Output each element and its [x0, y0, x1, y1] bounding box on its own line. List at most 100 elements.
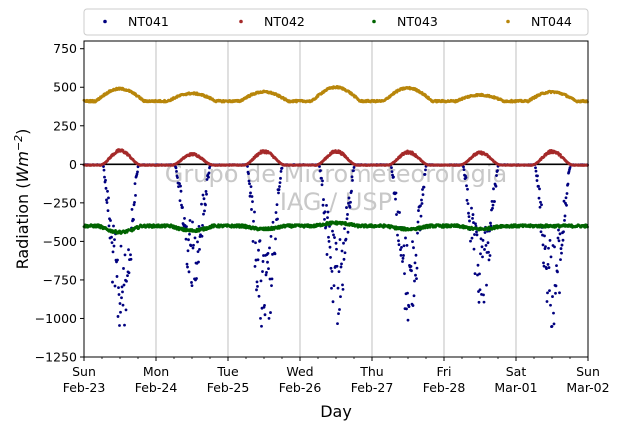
data-point: [336, 286, 340, 290]
data-point: [106, 209, 110, 213]
data-point: [205, 192, 208, 196]
data-point: [253, 210, 256, 214]
data-point: [109, 219, 112, 222]
data-point: [398, 211, 401, 214]
y-tick-label: −250: [43, 195, 77, 210]
data-point: [112, 224, 115, 228]
data-point: [466, 202, 470, 205]
data-point: [546, 291, 549, 295]
data-point: [568, 166, 572, 170]
data-point: [188, 232, 191, 236]
data-point: [478, 272, 481, 276]
data-point: [188, 219, 192, 222]
data-point: [407, 305, 411, 309]
legend-label: NT044: [531, 14, 572, 29]
legend-marker: [239, 19, 243, 24]
x-tick-label-date: Feb-28: [423, 380, 466, 395]
data-point: [474, 222, 477, 226]
series-NT042: [82, 148, 589, 167]
data-point: [274, 237, 277, 241]
data-point: [269, 235, 273, 238]
data-point: [495, 174, 498, 177]
data-point: [467, 215, 471, 219]
data-point: [420, 198, 423, 202]
data-point: [107, 196, 110, 200]
data-point: [563, 214, 567, 218]
data-point: [326, 216, 329, 220]
data-point: [536, 174, 539, 178]
data-point: [494, 184, 498, 188]
data-point: [345, 206, 348, 209]
data-point: [343, 251, 347, 255]
data-point: [323, 210, 327, 214]
data-point: [191, 246, 195, 250]
data-point: [191, 220, 194, 224]
data-point: [180, 203, 183, 207]
data-point: [274, 211, 278, 214]
data-point: [113, 238, 116, 242]
data-point: [411, 304, 415, 307]
data-point: [473, 272, 477, 275]
y-axis-unit: Wm: [13, 151, 32, 182]
data-point: [329, 256, 332, 259]
data-point: [416, 231, 419, 235]
data-point: [462, 165, 465, 169]
data-point: [399, 248, 402, 252]
data-point: [332, 233, 335, 237]
data-point: [405, 307, 408, 311]
data-point: [490, 199, 494, 203]
data-point: [547, 246, 550, 250]
y-axis-unit-exponent: −2: [12, 135, 25, 151]
y-axis-title: Radiation (Wm−2): [12, 129, 32, 270]
data-point: [202, 197, 206, 201]
data-point: [422, 185, 426, 189]
data-point: [471, 213, 475, 216]
data-point: [335, 247, 338, 251]
data-point: [178, 182, 181, 186]
data-point: [116, 258, 119, 262]
x-tick-label-date: Feb-25: [207, 380, 250, 395]
data-point: [560, 243, 564, 247]
data-point: [333, 236, 336, 239]
data-point: [200, 234, 204, 238]
data-point: [260, 324, 263, 328]
data-point: [122, 283, 126, 287]
data-point: [113, 284, 117, 288]
data-point: [484, 244, 488, 247]
y-axis-paren-close: ): [13, 129, 32, 135]
y-tick-label: −1000: [35, 311, 77, 326]
data-point: [477, 300, 481, 304]
data-point: [278, 185, 281, 188]
data-point: [185, 225, 188, 229]
y-tick-label: 750: [53, 41, 77, 56]
data-point: [554, 284, 558, 288]
data-point: [485, 283, 488, 287]
data-point: [566, 182, 570, 186]
data-point: [548, 289, 551, 293]
legend: NT041 NT042 NT043 NT044: [83, 8, 589, 36]
data-point: [473, 233, 476, 236]
data-point: [117, 286, 120, 290]
data-point: [560, 251, 563, 255]
data-point: [261, 260, 265, 263]
legend-marker: [506, 19, 510, 24]
data-point: [413, 279, 416, 283]
data-point: [263, 313, 267, 317]
x-axis-title: Day: [320, 402, 352, 421]
data-point: [104, 178, 107, 182]
data-point: [266, 251, 270, 255]
data-point: [539, 200, 542, 204]
data-point: [276, 217, 279, 221]
data-point: [133, 182, 137, 186]
data-point: [255, 288, 258, 292]
data-point: [258, 239, 262, 243]
data-point: [565, 192, 569, 195]
data-point: [197, 224, 201, 228]
data-point: [541, 243, 545, 247]
data-point: [478, 288, 482, 292]
data-point: [544, 245, 547, 249]
data-point: [565, 203, 568, 207]
data-point: [337, 312, 340, 316]
data-point: [556, 270, 559, 274]
